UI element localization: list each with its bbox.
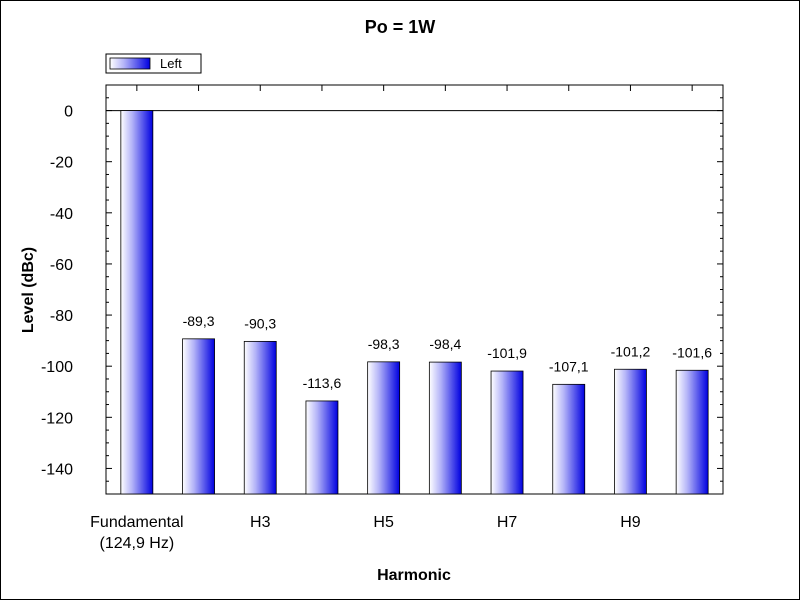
bar-value-label: -90,3 (244, 315, 276, 331)
x-tick-label: (124,9 Hz) (99, 535, 174, 552)
bar-value-label: -101,9 (487, 345, 527, 361)
bar (182, 338, 215, 495)
bar (490, 370, 524, 495)
bar (305, 400, 339, 495)
x-tick-label: Fundamental (90, 514, 183, 531)
y-axis-label: Level (dBc) (20, 247, 37, 333)
y-tick-label: -20 (50, 155, 73, 172)
bars (120, 110, 709, 495)
bar (120, 110, 154, 495)
x-tick-label: H9 (620, 514, 641, 531)
x-tick-label: H7 (497, 514, 518, 531)
y-tick-label: -60 (50, 257, 73, 274)
bar (614, 368, 647, 495)
y-axis: 0 -20 -40 -60 -80 -100 -120 -140 (41, 84, 723, 495)
y-tick-label: 0 (64, 104, 73, 121)
bar-value-label: -101,6 (672, 344, 712, 360)
y-tick-label: -80 (50, 308, 73, 325)
bar (552, 383, 586, 495)
bar-value-label: -98,3 (368, 336, 400, 352)
bar-value-label: -98,4 (429, 336, 461, 352)
y-tick-label: -40 (50, 206, 73, 223)
x-tick-label: H5 (373, 514, 394, 531)
bar-value-label: -89,3 (183, 313, 215, 329)
bar (675, 369, 709, 495)
y-tick-label: -140 (41, 461, 73, 478)
bar (428, 361, 462, 495)
data-labels: -89,3 -90,3 -113,6 -98,3 -98,4 -101,9 -107,1 -1… (183, 313, 713, 391)
bar (367, 361, 401, 495)
x-tick-label: H3 (250, 514, 271, 531)
x-axis-label: Harmonic (377, 567, 451, 584)
bar-value-label: -101,2 (611, 343, 651, 359)
bar (243, 340, 277, 495)
x-axis: Fundamental (124,9 Hz) H3 H5 H7 H9 (90, 85, 693, 552)
legend: Left (105, 53, 202, 74)
bar-value-label: -113,6 (303, 375, 342, 391)
y-tick-label: -100 (41, 359, 73, 376)
chart-title: Po = 1W (365, 17, 436, 37)
y-tick-label: -120 (41, 410, 73, 427)
legend-label-left: Left (160, 56, 182, 71)
bar-value-label: -107,1 (549, 358, 589, 374)
legend-swatch (109, 57, 151, 70)
